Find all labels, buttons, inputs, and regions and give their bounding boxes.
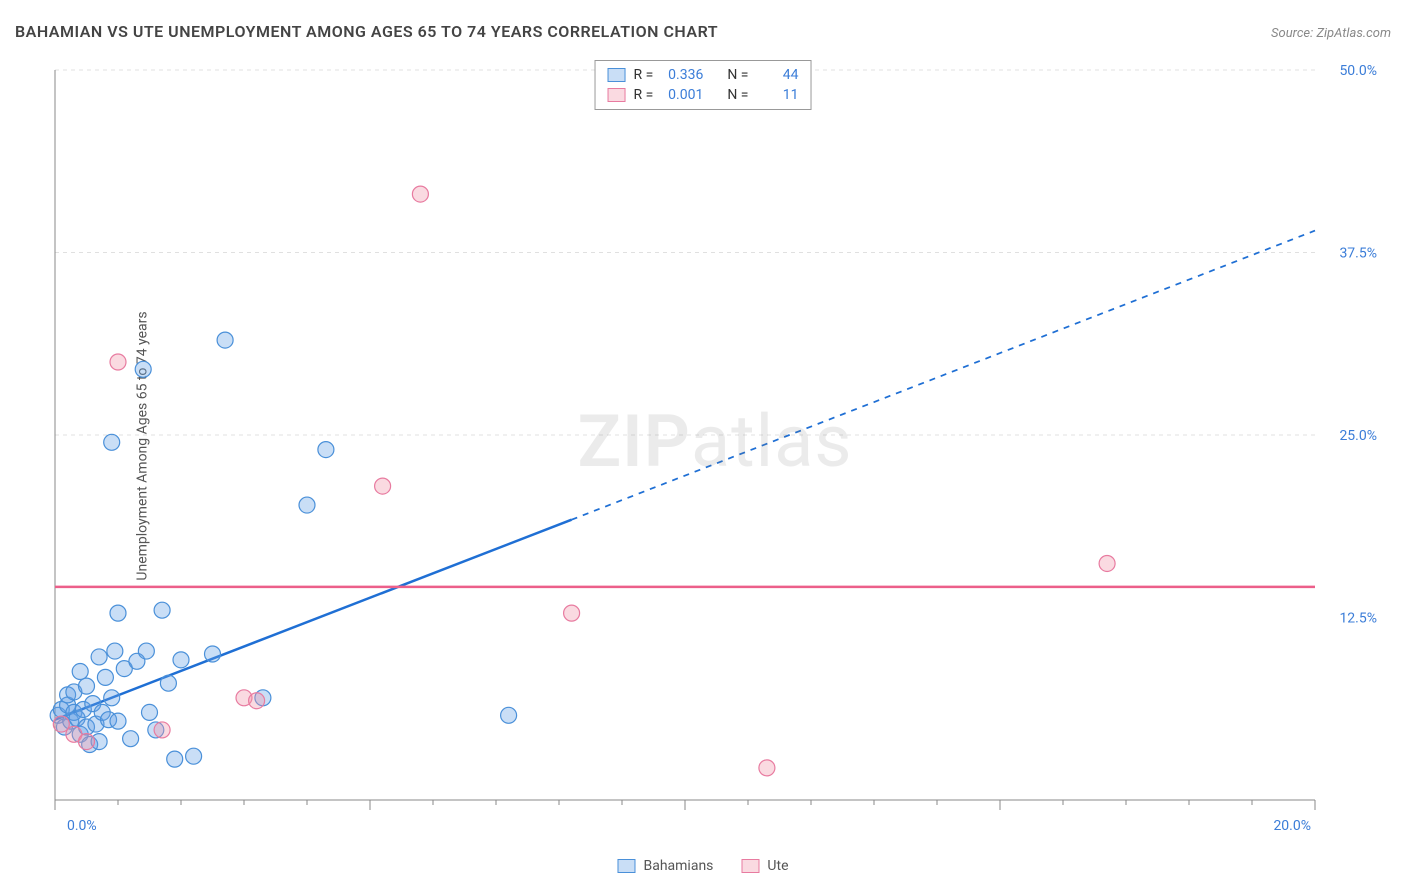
data-point: [110, 713, 126, 729]
data-point: [154, 722, 170, 738]
y-tick-label: 25.0%: [1339, 428, 1377, 444]
data-point: [91, 649, 107, 665]
chart-header: BAHAMIAN VS UTE UNEMPLOYMENT AMONG AGES …: [15, 22, 1391, 41]
x-tick-label: 0.0%: [67, 818, 97, 834]
chart-source: Source: ZipAtlas.com: [1271, 26, 1391, 41]
r-label: R =: [634, 87, 654, 103]
chart-area: 12.5%25.0%37.5%50.0%0.0%20.0% ZIPatlas: [45, 60, 1385, 840]
scatter-plot: 12.5% 25.0% 37.5% 50.0% 0.0% 20.0%: [45, 60, 1385, 840]
legend-swatch: [741, 859, 759, 873]
data-point: [564, 605, 580, 621]
data-point: [186, 748, 202, 764]
y-tick-label: 37.5%: [1339, 246, 1377, 262]
data-point: [79, 734, 95, 750]
legend-swatch: [608, 88, 626, 102]
data-point: [79, 678, 95, 694]
data-point: [217, 332, 233, 348]
data-point: [759, 760, 775, 776]
source-prefix: Source:: [1271, 26, 1316, 41]
data-point: [375, 478, 391, 494]
data-point: [123, 731, 139, 747]
n-value: 11: [756, 87, 798, 103]
data-point: [110, 605, 126, 621]
source-name: ZipAtlas.com: [1316, 26, 1391, 41]
data-point: [110, 354, 126, 370]
legend-swatch: [608, 68, 626, 82]
series-legend: Bahamians Ute: [617, 858, 788, 874]
legend-stat-row: R = 0.336 N = 44: [608, 65, 799, 85]
legend-stat-row: R = 0.001 N = 11: [608, 85, 799, 105]
r-value: 0.336: [661, 67, 703, 83]
data-point: [249, 693, 265, 709]
data-point: [299, 497, 315, 513]
data-point: [167, 751, 183, 767]
data-point: [318, 442, 334, 458]
data-point: [97, 669, 113, 685]
data-point: [107, 643, 123, 659]
legend-series-item: Ute: [741, 858, 788, 874]
data-point: [205, 646, 221, 662]
data-point: [104, 690, 120, 706]
r-value: 0.001: [661, 87, 703, 103]
data-point: [72, 664, 88, 680]
legend-series-label: Ute: [767, 858, 788, 874]
data-point: [160, 675, 176, 691]
data-point: [501, 707, 517, 723]
y-tick-label: 50.0%: [1339, 63, 1377, 79]
n-label: N =: [727, 67, 748, 83]
data-point: [412, 186, 428, 202]
n-label: N =: [727, 87, 748, 103]
data-point: [154, 602, 170, 618]
correlation-legend: R = 0.336 N = 44 R = 0.001 N = 11: [595, 60, 812, 110]
chart-title: BAHAMIAN VS UTE UNEMPLOYMENT AMONG AGES …: [15, 22, 718, 41]
x-tick-label: 20.0%: [1273, 818, 1311, 834]
data-point: [104, 434, 120, 450]
data-point: [173, 652, 189, 668]
legend-series-label: Bahamians: [643, 858, 713, 874]
data-point: [1099, 555, 1115, 571]
n-value: 44: [756, 67, 798, 83]
data-point: [138, 643, 154, 659]
y-tick-label: 12.5%: [1339, 611, 1377, 627]
legend-swatch: [617, 859, 635, 873]
data-point: [135, 361, 151, 377]
r-label: R =: [634, 67, 654, 83]
legend-series-item: Bahamians: [617, 858, 713, 874]
data-point: [142, 704, 158, 720]
